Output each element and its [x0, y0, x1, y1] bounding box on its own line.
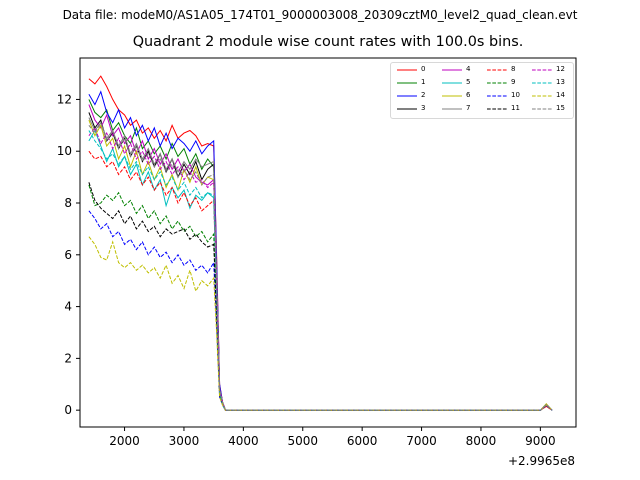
- legend-entry: 12: [528, 65, 574, 76]
- series-line-13: [88, 130, 553, 411]
- legend-label: 15: [556, 104, 565, 112]
- legend-entry: 2: [393, 91, 439, 102]
- legend-swatch: [442, 69, 462, 71]
- y-tick-label: 2: [64, 351, 72, 365]
- legend-label: 0: [421, 65, 426, 73]
- series-line-11: [88, 182, 553, 411]
- figure-suptitle: Data file: modeM0/AS1A05_174T01_90000030…: [62, 8, 578, 22]
- legend-entry: 9: [483, 78, 529, 89]
- legend-entry: 15: [528, 104, 574, 115]
- series-line-10: [88, 210, 553, 411]
- legend-entry: 4: [438, 65, 484, 76]
- chart-legend: 0 1 2 3 4 5 6 7 8 9 10 11 12 13 14 15: [390, 62, 574, 119]
- legend-label: 12: [556, 65, 565, 73]
- y-tick-label: 12: [57, 92, 72, 106]
- series-line-2: [88, 90, 553, 411]
- y-tick-label: 0: [64, 403, 72, 417]
- series-line-8: [88, 150, 553, 411]
- y-tick-label: 6: [64, 248, 72, 262]
- series-line-6: [88, 119, 553, 411]
- x-tick-label: 2000: [109, 434, 140, 448]
- x-tick-label: 9000: [525, 434, 556, 448]
- legend-swatch: [487, 82, 507, 84]
- legend-label: 2: [421, 91, 426, 99]
- y-axis-ticks: 0 2 4 6 8 10 12: [57, 92, 80, 417]
- x-tick-label: 8000: [466, 434, 497, 448]
- legend-label: 8: [511, 65, 516, 73]
- legend-label: 9: [511, 78, 516, 86]
- legend-entry: 1: [393, 78, 439, 89]
- legend-entry: 5: [438, 78, 484, 89]
- x-tick-label: 7000: [406, 434, 437, 448]
- x-tick-label: 3000: [169, 434, 200, 448]
- legend-swatch: [532, 82, 552, 84]
- legend-label: 1: [421, 78, 426, 86]
- series-line-5: [88, 129, 553, 411]
- legend-label: 10: [511, 91, 520, 99]
- legend-label: 5: [466, 78, 471, 86]
- legend-label: 6: [466, 91, 471, 99]
- legend-swatch: [532, 69, 552, 71]
- legend-swatch: [397, 108, 417, 110]
- axes-frame: [79, 57, 577, 428]
- x-axis-ticks: 2000 3000 4000 5000 6000 7000 8000 9000: [109, 427, 556, 448]
- y-tick-label: 10: [57, 144, 72, 158]
- series-line-9: [88, 184, 553, 411]
- legend-swatch: [397, 95, 417, 97]
- legend-entry: 10: [483, 91, 529, 102]
- legend-swatch: [397, 82, 417, 84]
- legend-swatch: [487, 69, 507, 71]
- legend-swatch: [442, 82, 462, 84]
- legend-entry: 6: [438, 91, 484, 102]
- legend-label: 14: [556, 91, 565, 99]
- series-line-0: [88, 75, 553, 411]
- legend-label: 11: [511, 104, 520, 112]
- legend-entry: 14: [528, 91, 574, 102]
- x-tick-label: 6000: [347, 434, 378, 448]
- legend-label: 3: [421, 104, 426, 112]
- series-layer: [88, 75, 553, 411]
- y-tick-label: 4: [64, 300, 72, 314]
- chart-title: Quadrant 2 module wise count rates with …: [132, 34, 524, 50]
- legend-swatch: [487, 95, 507, 97]
- legend-swatch: [442, 95, 462, 97]
- x-tick-label: 4000: [228, 434, 259, 448]
- legend-swatch: [532, 108, 552, 110]
- legend-entry: 0: [393, 65, 439, 76]
- legend-swatch: [397, 69, 417, 71]
- legend-entry: 7: [438, 104, 484, 115]
- legend-swatch: [532, 95, 552, 97]
- series-line-14: [88, 236, 553, 411]
- y-tick-label: 8: [64, 196, 72, 210]
- series-line-4: [88, 104, 553, 411]
- x-tick-label: 5000: [287, 434, 318, 448]
- legend-entry: 8: [483, 65, 529, 76]
- legend-label: 4: [466, 65, 471, 73]
- legend-label: 7: [466, 104, 471, 112]
- legend-entry: 13: [528, 78, 574, 89]
- legend-swatch: [487, 108, 507, 110]
- legend-entry: 3: [393, 104, 439, 115]
- legend-entry: 11: [483, 104, 529, 115]
- legend-label: 13: [556, 78, 565, 86]
- x-axis-offset-label: +2.9965e8: [507, 454, 575, 468]
- series-line-15: [88, 121, 553, 411]
- legend-swatch: [442, 108, 462, 110]
